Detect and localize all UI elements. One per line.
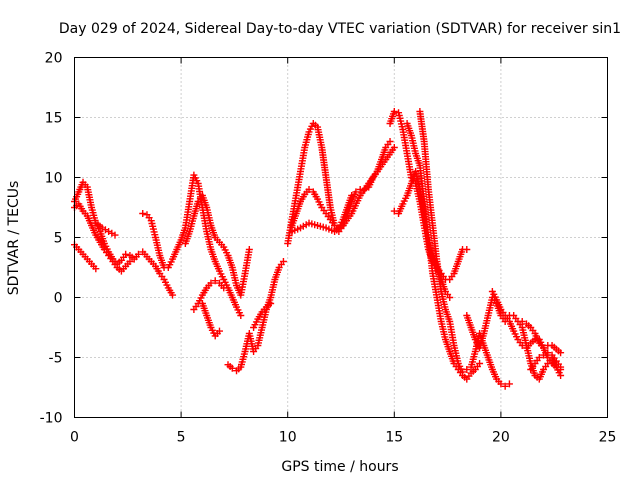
data-point [463,246,471,253]
track-21 [527,349,565,373]
axis-ticks [74,57,608,418]
track-3 [71,241,100,273]
track-8 [198,300,223,340]
y-tick-label: 20 [45,51,63,67]
data-point [360,186,368,193]
y-tick-label: 0 [54,291,63,307]
data-point [245,246,253,253]
data-point [505,380,513,388]
data-point [169,291,177,299]
data-point [535,354,543,361]
data-point [557,349,565,357]
x-tick-labels: 0 5 10 15 20 25 [70,430,616,446]
x-tick-label: 20 [492,430,510,446]
data-point [126,258,134,265]
data-point [540,344,548,352]
data-point [446,294,454,301]
data-point [390,144,398,151]
track-5 [139,171,245,319]
data-point [92,265,100,273]
x-tick-label: 10 [279,430,297,446]
data-point [501,382,509,390]
track-7 [190,277,228,313]
data-point [267,300,275,307]
y-tick-label: 10 [45,171,63,187]
data-point [215,327,223,335]
track-9 [224,258,287,375]
track-20 [518,318,565,357]
data-point [305,186,313,193]
data-point [220,284,228,292]
y-tick-label: -10 [40,411,63,427]
track-1 [71,178,177,299]
data-point [122,250,130,258]
data-point [544,349,552,357]
track-12 [288,186,356,232]
track-2 [71,200,134,275]
data-point [134,250,142,258]
data-marks [71,108,565,390]
data-point [386,138,394,145]
data-point [111,231,119,239]
track-4 [92,219,119,239]
data-point [348,192,356,199]
x-tick-label: 0 [70,430,79,446]
chart-title: Day 029 of 2024, Sidereal Day-to-day VTE… [59,21,621,37]
x-tick-label: 15 [385,430,403,446]
track-17 [416,108,513,390]
data-point [540,351,548,359]
data-point [497,380,505,388]
x-axis-label: GPS time / hours [281,459,398,475]
data-point [476,360,484,367]
y-axis-label: SDTVAR / TECUs [6,181,22,296]
data-point [207,279,215,287]
data-point [139,210,147,217]
track-6 [181,192,253,299]
data-point [237,312,245,319]
y-tick-label: -5 [49,351,63,367]
data-point [228,364,236,372]
data-point [352,188,360,196]
x-tick-label: 5 [177,430,186,446]
track-10 [250,300,275,331]
y-tick-label: 15 [45,111,63,127]
data-point [463,366,471,373]
grid-lines [74,57,608,418]
data-point [459,368,467,376]
data-point [518,342,526,349]
track-13 [288,144,398,235]
data-point [390,108,398,115]
track-16 [403,120,484,383]
data-point [557,372,565,379]
data-point [211,277,219,285]
y-tick-labels: -10 -5 0 5 10 15 20 [40,51,63,427]
data-point [557,363,565,371]
y-tick-label: 5 [54,231,63,247]
data-point [279,258,287,265]
track-19 [488,288,565,373]
data-point [518,318,526,325]
x-tick-label: 25 [599,430,617,446]
